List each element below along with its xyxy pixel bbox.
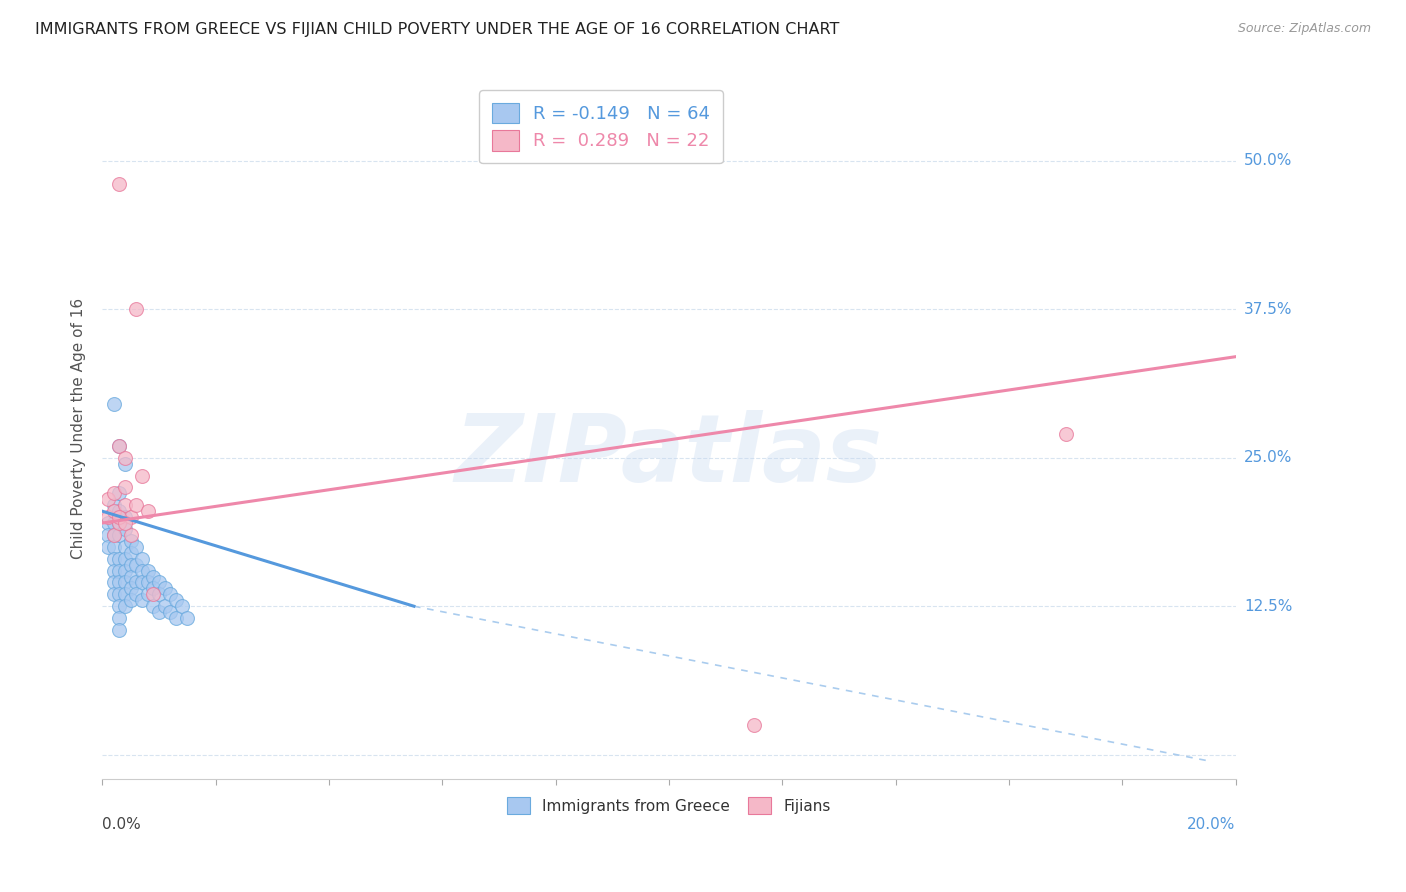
Point xyxy=(108,178,131,192)
Point xyxy=(108,599,131,614)
Point xyxy=(108,575,131,590)
Point xyxy=(120,569,142,583)
Point xyxy=(108,587,131,601)
Point xyxy=(114,498,136,512)
Point xyxy=(176,611,198,625)
Point xyxy=(114,522,136,536)
Point xyxy=(159,587,181,601)
Point xyxy=(136,564,159,578)
Point xyxy=(131,468,153,483)
Point xyxy=(103,504,125,518)
Text: Source: ZipAtlas.com: Source: ZipAtlas.com xyxy=(1237,22,1371,36)
Point xyxy=(148,575,170,590)
Point xyxy=(103,587,125,601)
Point xyxy=(103,528,125,542)
Text: 50.0%: 50.0% xyxy=(1244,153,1292,168)
Point xyxy=(131,593,153,607)
Point xyxy=(108,486,131,500)
Point xyxy=(108,439,131,453)
Point xyxy=(159,605,181,619)
Text: 20.0%: 20.0% xyxy=(1188,817,1236,832)
Point xyxy=(120,558,142,572)
Point xyxy=(120,593,142,607)
Point xyxy=(120,546,142,560)
Text: ZIPatlas: ZIPatlas xyxy=(456,410,883,502)
Point xyxy=(108,564,131,578)
Point xyxy=(108,623,131,637)
Point xyxy=(170,599,193,614)
Point xyxy=(131,564,153,578)
Point xyxy=(142,569,165,583)
Point xyxy=(108,551,131,566)
Point xyxy=(97,492,120,507)
Point xyxy=(103,551,125,566)
Point xyxy=(136,587,159,601)
Point xyxy=(120,582,142,596)
Point xyxy=(142,587,165,601)
Point xyxy=(148,605,170,619)
Point xyxy=(148,587,170,601)
Point xyxy=(108,439,131,453)
Point xyxy=(131,575,153,590)
Point xyxy=(114,587,136,601)
Y-axis label: Child Poverty Under the Age of 16: Child Poverty Under the Age of 16 xyxy=(72,297,86,558)
Point xyxy=(103,528,125,542)
Point xyxy=(108,528,131,542)
Point xyxy=(142,599,165,614)
Point xyxy=(97,510,120,524)
Point xyxy=(114,510,136,524)
Point xyxy=(108,516,131,530)
Point xyxy=(103,397,125,411)
Text: 25.0%: 25.0% xyxy=(1244,450,1292,466)
Point xyxy=(153,599,176,614)
Point xyxy=(125,558,148,572)
Point xyxy=(103,498,125,512)
Point xyxy=(103,540,125,554)
Point xyxy=(125,575,148,590)
Point xyxy=(103,564,125,578)
Point xyxy=(142,582,165,596)
Point xyxy=(153,582,176,596)
Point xyxy=(114,480,136,494)
Point xyxy=(120,528,142,542)
Text: 0.0%: 0.0% xyxy=(103,817,141,832)
Point xyxy=(114,516,136,530)
Point xyxy=(97,540,120,554)
Text: 37.5%: 37.5% xyxy=(1244,301,1292,317)
Point xyxy=(114,599,136,614)
Point xyxy=(120,533,142,548)
Point xyxy=(108,510,131,524)
Point xyxy=(125,587,148,601)
Point xyxy=(103,486,125,500)
Point xyxy=(103,575,125,590)
Point xyxy=(114,457,136,471)
Point xyxy=(742,718,765,732)
Point xyxy=(125,302,148,317)
Point xyxy=(114,551,136,566)
Point xyxy=(136,575,159,590)
Point xyxy=(125,498,148,512)
Point xyxy=(131,551,153,566)
Point xyxy=(114,450,136,465)
Point xyxy=(108,504,131,518)
Text: IMMIGRANTS FROM GREECE VS FIJIAN CHILD POVERTY UNDER THE AGE OF 16 CORRELATION C: IMMIGRANTS FROM GREECE VS FIJIAN CHILD P… xyxy=(35,22,839,37)
Point xyxy=(108,516,131,530)
Legend: Immigrants from Greece, Fijians: Immigrants from Greece, Fijians xyxy=(498,788,839,823)
Point xyxy=(97,516,120,530)
Point xyxy=(120,510,142,524)
Point xyxy=(136,504,159,518)
Point xyxy=(114,575,136,590)
Point xyxy=(114,540,136,554)
Point xyxy=(125,540,148,554)
Point xyxy=(165,593,187,607)
Point xyxy=(108,611,131,625)
Point xyxy=(97,528,120,542)
Point xyxy=(103,516,125,530)
Point xyxy=(114,564,136,578)
Text: 12.5%: 12.5% xyxy=(1244,599,1292,614)
Point xyxy=(165,611,187,625)
Point xyxy=(1054,426,1077,441)
